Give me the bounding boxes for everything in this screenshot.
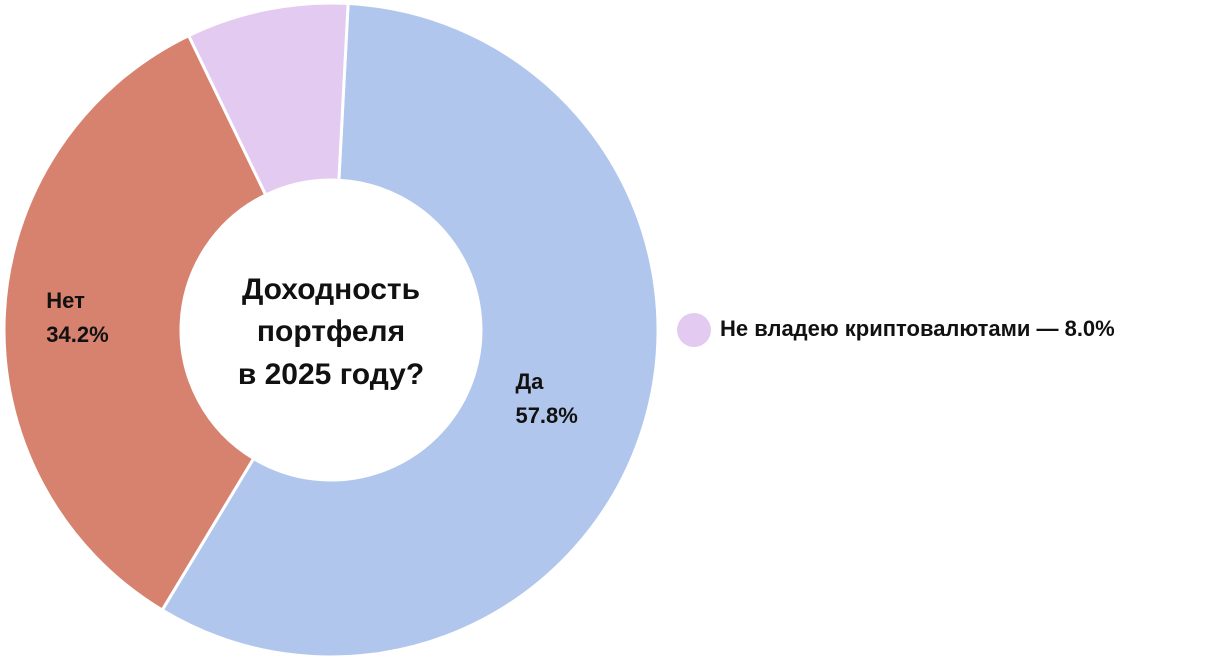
slices <box>2 1 660 659</box>
legend-label: Не владею криптовалютами <box>720 316 1030 341</box>
legend-swatch <box>677 313 711 347</box>
center-title: портфеля <box>257 315 405 348</box>
slice-label: Нет <box>46 288 85 313</box>
legend-entry: Не владею криптовалютами — 8.0% <box>720 316 1115 341</box>
legend-value: — 8.0% <box>1036 316 1114 341</box>
slice-label: Да <box>515 369 544 394</box>
center-title: в 2025 году? <box>238 358 424 391</box>
slice <box>186 1 350 197</box>
slice-value: 57.8% <box>515 403 577 428</box>
center-title: Доходность <box>242 273 420 306</box>
slice-value: 34.2% <box>46 322 108 347</box>
slice <box>2 33 268 613</box>
slice <box>160 1 660 659</box>
